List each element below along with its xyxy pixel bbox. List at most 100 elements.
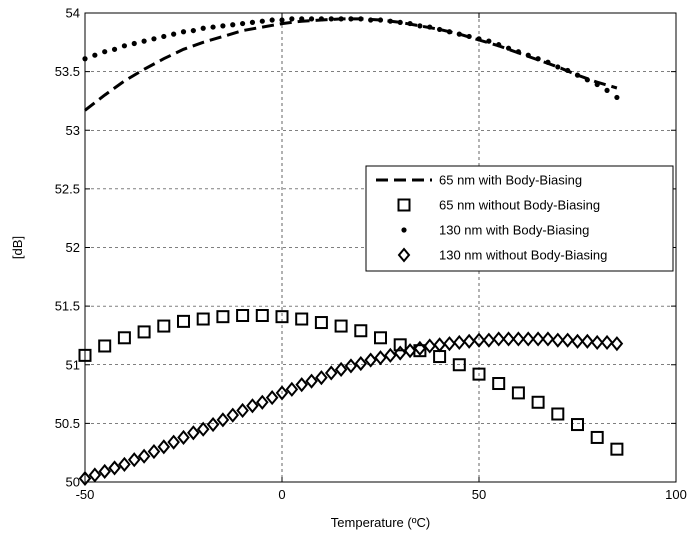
data-point xyxy=(604,87,610,93)
data-point xyxy=(590,334,604,351)
data-point xyxy=(555,64,561,70)
y-tick-label: 50.5 xyxy=(55,416,80,431)
data-point xyxy=(374,331,387,345)
x-tick-label: -50 xyxy=(76,487,95,502)
legend-label: 65 nm without Body-Biasing xyxy=(439,198,600,213)
data-point xyxy=(230,22,236,28)
series-4 xyxy=(78,331,624,487)
data-point xyxy=(368,17,374,23)
data-point xyxy=(305,373,318,389)
data-point xyxy=(98,463,112,480)
data-point xyxy=(456,31,462,37)
data-point xyxy=(334,361,348,378)
data-point xyxy=(512,331,525,347)
data-point xyxy=(147,443,161,460)
series-3 xyxy=(82,16,620,101)
data-point xyxy=(157,439,171,455)
y-tick-label: 51.5 xyxy=(55,299,80,314)
legend-swatch xyxy=(397,247,411,263)
data-point xyxy=(187,425,200,441)
data-point xyxy=(545,59,551,65)
x-tick-label: 0 xyxy=(278,487,285,502)
data-point xyxy=(299,16,305,22)
data-point xyxy=(486,38,492,44)
data-point xyxy=(289,16,295,22)
data-point xyxy=(417,23,423,29)
data-point xyxy=(275,310,289,324)
data-point xyxy=(437,26,443,33)
data-point xyxy=(384,347,397,363)
data-point xyxy=(610,336,624,352)
data-point xyxy=(220,23,226,29)
data-point xyxy=(531,331,545,347)
data-point xyxy=(285,381,299,397)
data-point xyxy=(377,17,384,23)
data-point xyxy=(397,19,403,25)
data-point xyxy=(308,16,315,22)
data-point xyxy=(393,338,407,352)
data-point xyxy=(315,370,328,386)
data-point xyxy=(206,416,220,433)
data-point xyxy=(443,336,456,352)
data-point xyxy=(275,385,289,401)
data-point xyxy=(200,25,206,31)
data-point xyxy=(466,33,472,40)
data-point xyxy=(324,365,338,381)
data-point xyxy=(177,314,190,328)
data-point xyxy=(446,29,453,35)
data-point xyxy=(295,377,309,393)
data-point xyxy=(574,72,581,78)
data-point xyxy=(496,42,502,48)
legend-swatch xyxy=(397,198,411,212)
data-point xyxy=(565,67,571,74)
data-point xyxy=(216,412,230,428)
data-point xyxy=(131,40,137,47)
data-point xyxy=(269,17,275,23)
data-point xyxy=(196,421,210,437)
ticks: -50 0 50 100 50 50.5 51 51.5 52 52.5 53 53.5 54 xyxy=(55,6,687,503)
data-point xyxy=(364,352,377,368)
data-point xyxy=(505,45,512,51)
data-point xyxy=(571,333,584,349)
data-point xyxy=(295,312,309,326)
data-point xyxy=(472,332,486,348)
data-point xyxy=(476,36,482,42)
data-point xyxy=(413,340,427,356)
data-point xyxy=(482,332,496,348)
data-point xyxy=(78,470,92,487)
series-2 xyxy=(78,309,624,456)
data-point xyxy=(167,434,180,450)
data-point xyxy=(255,394,269,410)
data-point xyxy=(265,390,279,406)
x-tick-label: 50 xyxy=(472,487,486,502)
data-point xyxy=(515,49,522,55)
data-point xyxy=(137,325,151,339)
data-point xyxy=(600,334,614,351)
data-point xyxy=(594,81,600,88)
legend-box xyxy=(365,165,674,272)
data-point xyxy=(236,402,249,419)
data-point xyxy=(88,467,102,483)
data-point xyxy=(249,19,256,25)
data-point xyxy=(334,319,348,333)
series-line xyxy=(84,17,618,112)
data-point xyxy=(423,338,437,354)
data-point xyxy=(348,16,354,22)
data-point xyxy=(407,20,413,27)
data-point xyxy=(92,52,98,58)
data-point xyxy=(492,331,506,347)
data-point xyxy=(433,337,446,353)
data-point xyxy=(236,309,250,323)
data-point xyxy=(610,442,624,456)
data-point xyxy=(452,334,466,351)
data-point xyxy=(279,17,285,23)
data-point xyxy=(541,331,555,347)
y-tick-label: 54 xyxy=(66,6,80,21)
x-tick-label: 100 xyxy=(665,487,687,502)
data-point xyxy=(157,319,171,333)
data-point xyxy=(151,36,157,42)
y-tick-label: 52.5 xyxy=(55,181,80,196)
data-point xyxy=(180,29,187,35)
data-point xyxy=(98,339,112,353)
data-point xyxy=(354,356,368,372)
